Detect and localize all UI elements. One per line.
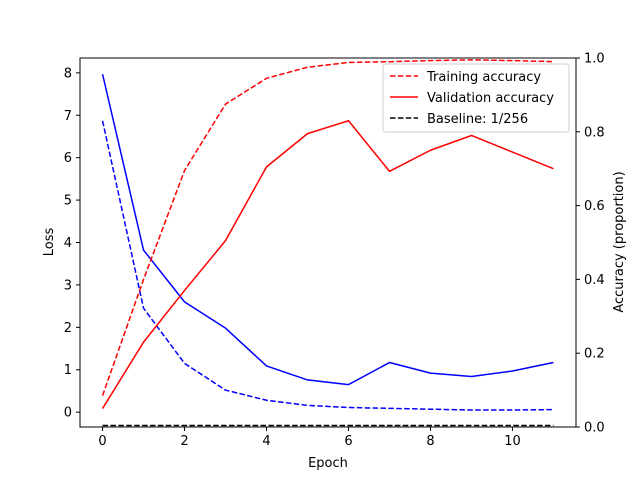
x-tick-label: 6 [344,434,352,449]
left-y-tick-label: 7 [64,109,72,124]
series-line-training-accuracy [101,59,554,396]
series-line-val-loss [101,73,554,386]
right-y-axis-ticks: 0.0 0.2 0.4 0.6 0.8 1.0 [576,52,605,436]
x-axis-label: Epoch [308,456,348,471]
x-tick-label: 10 [504,434,521,449]
left-y-tick-label: 4 [64,236,72,251]
left-y-tick-label: 2 [64,321,72,336]
legend: Training accuracy Validation accuracy Ba… [382,63,570,133]
legend-box [382,63,570,133]
left-y-tick-label: 8 [64,66,72,81]
series-line-validation-accuracy [101,119,554,409]
right-y-tick-label: 0.2 [584,347,605,362]
x-axis-ticks: 0 2 4 6 8 10 [98,427,521,449]
series-line-train-loss [101,120,554,411]
right-y-axis-label: Accuracy (proportion) [612,171,627,312]
left-y-tick-label: 3 [64,278,72,293]
legend-label-training-accuracy: Training accuracy [426,70,541,85]
right-y-tick-label: 1.0 [584,52,605,67]
left-y-tick-label: 0 [64,406,72,421]
legend-label-validation-accuracy: Validation accuracy [427,91,554,106]
left-y-tick-label: 6 [64,151,72,166]
right-y-tick-label: 0.8 [584,125,605,140]
right-y-tick-label: 0.0 [584,421,605,436]
left-y-tick-label: 5 [64,194,72,209]
legend-label-baseline: Baseline: 1/256 [427,112,528,127]
x-tick-label: 2 [180,434,188,449]
x-tick-label: 4 [262,434,270,449]
right-y-tick-label: 0.4 [584,273,605,288]
left-y-axis-label: Loss [42,228,57,257]
right-y-tick-label: 0.6 [584,199,605,214]
plot-lines [101,59,554,427]
x-tick-label: 0 [98,434,106,449]
left-y-tick-label: 1 [64,363,72,378]
x-tick-label: 8 [426,434,434,449]
left-y-axis-ticks: 0 1 2 3 4 5 6 7 8 [64,66,80,421]
